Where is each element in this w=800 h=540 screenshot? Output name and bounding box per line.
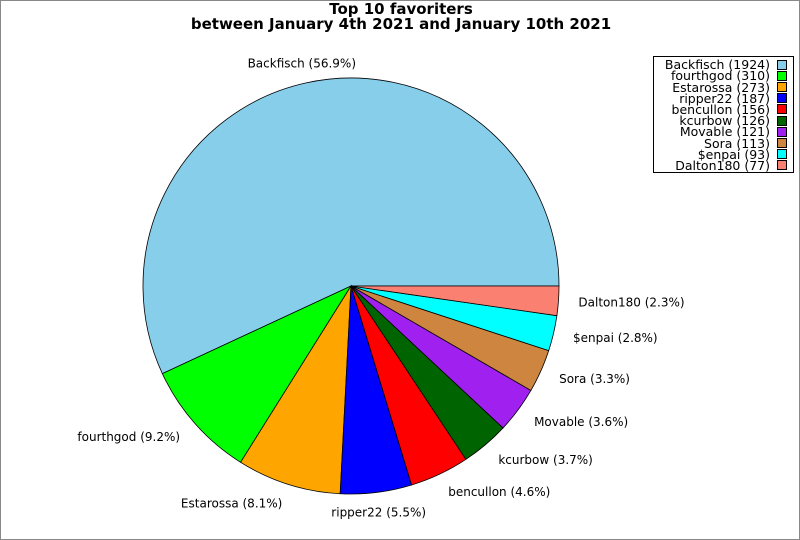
legend-label: ripper22 (187)	[679, 90, 770, 106]
legend-label: Estarossa (273)	[672, 79, 770, 95]
slice-label: Dalton180 (2.3%)	[578, 295, 684, 309]
legend-item: fourthgod (310)	[670, 68, 787, 84]
legend-swatch	[777, 138, 787, 149]
legend-label: bencullon (156)	[671, 101, 770, 117]
pie-slice-backfisch	[142, 77, 560, 375]
legend-item: Sora (113)	[704, 135, 787, 151]
legend-swatch	[777, 59, 787, 70]
slice-label: fourthgod (9.2%)	[77, 430, 180, 444]
legend-swatch	[777, 160, 787, 171]
legend-item: bencullon (156)	[671, 101, 787, 117]
legend-swatch	[777, 115, 787, 126]
legend-label: $enpai (93)	[697, 146, 770, 162]
chart-subtitle: between January 4th 2021 and January 10t…	[190, 15, 612, 33]
legend-swatch	[777, 93, 787, 104]
pie-slice-dalton180	[350, 285, 560, 317]
legend-swatch	[777, 126, 787, 137]
legend-label: Sora (113)	[704, 135, 770, 151]
legend-item: Dalton180 (77)	[675, 157, 787, 173]
slice-label: Backfisch (56.9%)	[248, 56, 356, 70]
legend-label: Dalton180 (77)	[675, 157, 770, 173]
legend-label: Backfisch (1924)	[664, 57, 770, 73]
legend-swatch	[777, 104, 787, 115]
legend-label: fourthgod (310)	[670, 68, 770, 84]
legend: Backfisch (1924) fourthgod (310) Estarossa…	[653, 56, 794, 173]
chart-title-block: Top 10 favoriters between January 4th 20…	[1, 0, 799, 33]
legend-item: kcurbow (126)	[679, 113, 787, 129]
legend-item: Movable (121)	[679, 124, 787, 140]
slice-label: Sora (3.3%)	[559, 372, 630, 386]
slice-label: ripper22 (5.5%)	[331, 505, 426, 519]
pie-slice-estarossa	[240, 284, 352, 495]
slice-label: Estarossa (8.1%)	[181, 496, 282, 510]
slice-label: kcurbow (3.7%)	[498, 453, 593, 467]
legend-swatch	[777, 149, 787, 160]
slice-label: bencullon (4.6%)	[448, 485, 550, 499]
legend-item: $enpai (93)	[697, 146, 787, 162]
legend-label: kcurbow (126)	[679, 113, 770, 129]
legend-item: ripper22 (187)	[679, 90, 787, 106]
legend-item: Estarossa (273)	[672, 79, 787, 95]
slice-label: Movable (3.6%)	[534, 415, 628, 429]
legend-label: Movable (121)	[679, 124, 770, 140]
chart-title: Top 10 favoriters	[329, 0, 473, 18]
slice-label: $enpai (2.8%)	[573, 331, 658, 345]
legend-swatch	[777, 70, 787, 81]
legend-swatch	[777, 82, 787, 93]
legend-item: Backfisch (1924)	[664, 57, 787, 73]
pie-slice-fourthgod	[161, 285, 353, 463]
